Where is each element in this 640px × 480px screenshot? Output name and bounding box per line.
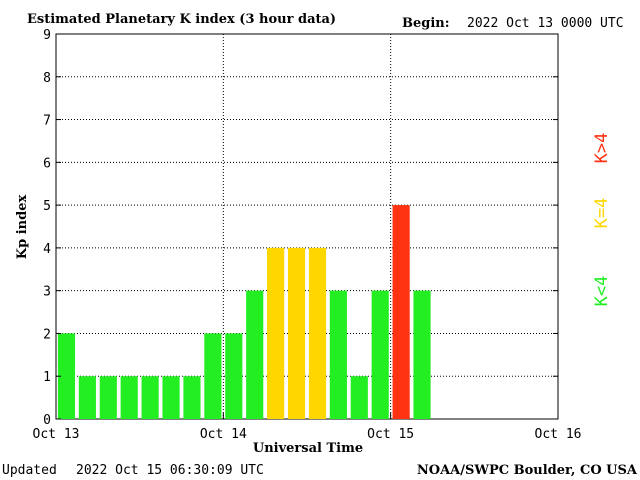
kp-bar bbox=[371, 290, 389, 419]
kp-bar bbox=[308, 247, 327, 419]
x-tick-label: Oct 16 bbox=[535, 427, 582, 442]
kp-bar bbox=[350, 376, 368, 419]
x-tick-label: Oct 15 bbox=[367, 427, 414, 442]
kp-bar bbox=[287, 247, 306, 419]
y-tick-label: 1 bbox=[43, 370, 51, 385]
legend-k-above-4: K>4 bbox=[592, 133, 612, 164]
x-ticks: Oct 13 Oct 14 Oct 15 Oct 16 bbox=[33, 413, 582, 442]
grid bbox=[56, 34, 558, 419]
kp-bar bbox=[183, 376, 201, 419]
begin-value: 2022 Oct 13 0000 UTC bbox=[467, 16, 624, 31]
kp-bar bbox=[225, 333, 243, 419]
updated-label: Updated bbox=[2, 463, 57, 478]
y-tick-label: 6 bbox=[43, 156, 51, 171]
y-tick-label: 9 bbox=[43, 28, 51, 43]
y-ticks: 0 1 2 3 4 5 6 7 8 9 bbox=[43, 28, 558, 428]
kp-bar bbox=[162, 376, 180, 419]
x-axis-label: Universal Time bbox=[253, 441, 363, 456]
kp-bar bbox=[99, 376, 117, 419]
kp-bar bbox=[392, 205, 410, 419]
begin-label: Begin: bbox=[402, 16, 450, 31]
y-axis-label: Kp index bbox=[15, 195, 30, 260]
kp-bar bbox=[57, 333, 76, 419]
chart-title: Estimated Planetary K index (3 hour data… bbox=[27, 12, 336, 27]
bars bbox=[57, 205, 431, 419]
y-tick-label: 7 bbox=[43, 114, 51, 129]
y-tick-label: 5 bbox=[43, 199, 51, 214]
kp-bar bbox=[120, 376, 138, 419]
kp-bar bbox=[204, 333, 222, 419]
updated-value: 2022 Oct 15 06:30:09 UTC bbox=[76, 463, 264, 478]
source-credit: NOAA/SWPC Boulder, CO USA bbox=[417, 463, 638, 478]
kp-bar bbox=[413, 290, 431, 419]
x-tick-label: Oct 14 bbox=[200, 427, 247, 442]
kp-bar bbox=[141, 376, 159, 419]
y-tick-label: 4 bbox=[43, 242, 51, 257]
y-tick-label: 8 bbox=[43, 71, 51, 86]
y-tick-label: 2 bbox=[43, 327, 51, 342]
legend-k-below-4: K<4 bbox=[592, 276, 612, 307]
legend-k-equals-4: K=4 bbox=[592, 198, 612, 229]
kp-bar bbox=[78, 376, 96, 419]
kp-bar bbox=[329, 290, 347, 419]
kp-bar bbox=[267, 247, 285, 419]
plot-frame bbox=[55, 33, 559, 420]
y-tick-label: 3 bbox=[43, 285, 51, 300]
kp-bar bbox=[246, 290, 264, 419]
y-tick-label: 0 bbox=[43, 413, 51, 428]
x-tick-label: Oct 13 bbox=[33, 427, 80, 442]
